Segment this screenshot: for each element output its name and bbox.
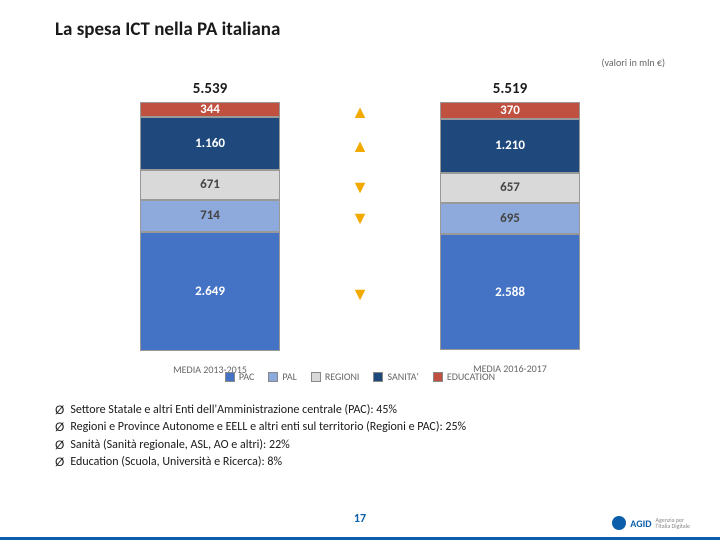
bar-segment: 1.160	[140, 117, 280, 169]
legend-label: PAL	[282, 370, 296, 383]
bullet-list: Ø Settore Statale e altri Enti dell'Ammin…	[55, 402, 466, 472]
bullet-marker-icon: Ø	[55, 402, 64, 419]
bar-segment: 695	[440, 203, 580, 234]
arrow-up-icon: ▲	[340, 119, 380, 171]
legend-swatch	[433, 372, 443, 382]
bullet-item: Ø Education (Scuola, Università e Ricerca…	[55, 454, 466, 471]
units-note: (valori in mln €)	[601, 56, 665, 69]
arrow-down-icon: ▼	[340, 234, 380, 353]
legend-label: EDUCATION	[447, 370, 495, 383]
legend-item: EDUCATION	[433, 370, 495, 383]
legend-item: SANITA'	[373, 370, 418, 383]
bullet-text: Education (Scuola, Università e Ricerca)…	[70, 454, 282, 471]
bullet-marker-icon: Ø	[55, 454, 64, 471]
legend-swatch	[311, 372, 321, 382]
logo-subtitle: Agenzia per l'Italia Digitale	[656, 517, 690, 529]
bar-total: 5.539	[140, 80, 280, 98]
bullet-marker-icon: Ø	[55, 437, 64, 454]
legend-swatch	[268, 372, 278, 382]
logo-icon	[612, 516, 626, 530]
bullet-text: Regioni e Province Autonome e EELL e alt…	[70, 419, 466, 436]
bar-column-left: 5.5393441.1606717142.649MEDIA 2013-2015	[140, 80, 280, 376]
bar-segment: 344	[140, 102, 280, 117]
arrow-down-icon: ▼	[340, 202, 380, 234]
legend-item: PAC	[225, 370, 254, 383]
bar-segment: 2.649	[140, 232, 280, 351]
arrow-up-icon: ▲	[340, 104, 380, 119]
bar-segment: 370	[440, 102, 580, 119]
chart-legend: PAC PAL REGIONI SANITA' EDUCATION	[100, 370, 620, 383]
bar-segment: 671	[140, 170, 280, 200]
legend-item: REGIONI	[311, 370, 360, 383]
bar-total: 5.519	[440, 80, 580, 98]
page-number: 17	[354, 512, 366, 526]
agid-logo: AGID Agenzia per l'Italia Digitale	[612, 516, 690, 530]
bullet-item: Ø Settore Statale e altri Enti dell'Ammin…	[55, 402, 466, 419]
bullet-item: Ø Sanità (Sanità regionale, ASL, AO e alt…	[55, 437, 466, 454]
bar-column-right: 5.5193701.2106576952.588MEDIA 2016-2017	[440, 80, 580, 375]
trend-arrows: ▲▲▼▼▼	[340, 104, 380, 353]
legend-swatch	[373, 372, 383, 382]
arrow-down-icon: ▼	[340, 172, 380, 202]
legend-item: PAL	[268, 370, 296, 383]
legend-label: SANITA'	[387, 370, 418, 383]
bar-segment: 1.210	[440, 119, 580, 173]
legend-label: REGIONI	[325, 370, 360, 383]
legend-swatch	[225, 372, 235, 382]
bullet-text: Sanità (Sanità regionale, ASL, AO e altr…	[70, 437, 289, 454]
bullet-text: Settore Statale e altri Enti dell'Ammini…	[70, 402, 397, 419]
bar-segment: 714	[140, 200, 280, 232]
bullet-marker-icon: Ø	[55, 419, 64, 436]
logo-text: AGID	[630, 517, 651, 530]
bar-segment: 2.588	[440, 234, 580, 350]
bullet-item: Ø Regioni e Province Autonome e EELL e al…	[55, 419, 466, 436]
stacked-bar-chart: 5.5393441.1606717142.649MEDIA 2013-2015 …	[100, 80, 620, 360]
legend-label: PAC	[239, 370, 254, 383]
slide-title: La spesa ICT nella PA italiana	[55, 18, 280, 41]
bar-segment: 657	[440, 173, 580, 203]
